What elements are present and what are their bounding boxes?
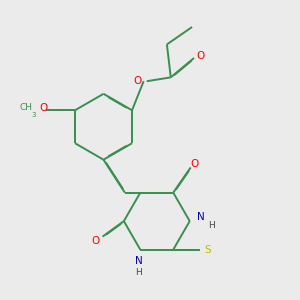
Text: O: O [92,236,100,245]
Text: S: S [204,245,211,255]
Text: N: N [134,256,142,266]
Text: H: H [135,268,142,277]
Text: O: O [40,103,48,112]
Text: O: O [197,51,205,61]
Text: 3: 3 [31,112,36,118]
Text: H: H [208,221,214,230]
Text: O: O [190,159,199,169]
Text: N: N [197,212,204,222]
Text: CH: CH [19,103,32,112]
Text: O: O [134,76,142,86]
